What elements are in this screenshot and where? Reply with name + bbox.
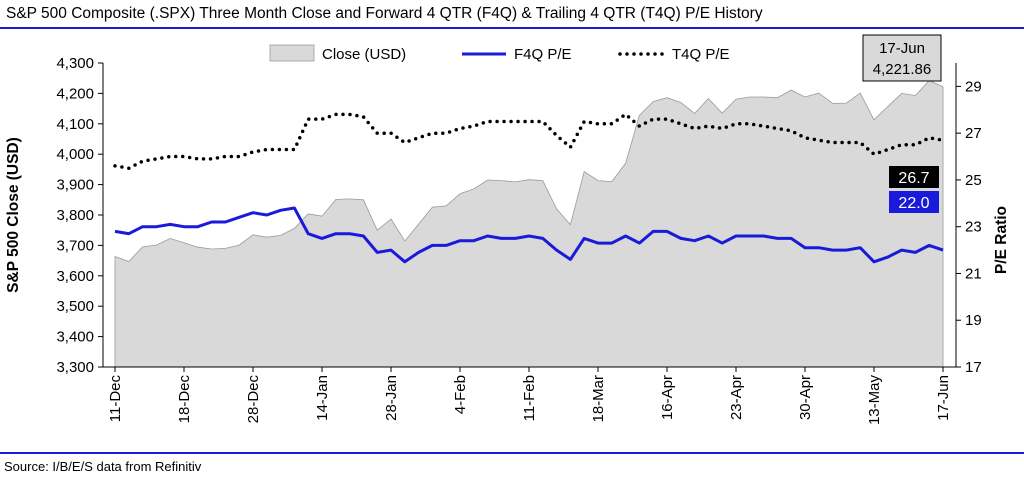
legend-close-swatch [269, 44, 315, 62]
y2-axis-title: P/E Ratio [993, 206, 1010, 274]
x-tick-label: 11-Feb [521, 375, 538, 421]
t4q-line [113, 112, 945, 170]
x-tick-label: 28-Dec [245, 375, 262, 424]
last-close-callout-value: 4,221.86 [873, 61, 931, 78]
x-tick-label: 28-Jan [383, 375, 400, 421]
chart-legend: Close (USD) F4Q P/E T4Q P/E [269, 44, 730, 63]
last-close-callout-box [862, 34, 942, 82]
close-area-layer [114, 80, 944, 368]
y2-tick-label: 21 [965, 265, 982, 282]
legend-f4q-label: F4Q P/E [514, 46, 572, 63]
y2-tick-label: 23 [965, 219, 982, 236]
y-tick-label: 3,400 [56, 329, 94, 346]
y-tick-label: 4,000 [56, 146, 94, 163]
y-tick-label: 3,600 [56, 268, 94, 285]
y2-tick-label: 17 [965, 359, 982, 376]
chart: 3,300 3,400 3,500 3,600 3,700 3,800 3,900 4,000… [5, 34, 1010, 425]
source-divider [0, 452, 1024, 454]
y-axis-title: S&P 500 Close (USD) [5, 137, 22, 293]
axes-layer: 3,300 3,400 3,500 3,600 3,700 3,800 3,900 4,000… [5, 55, 1010, 425]
y-tick-label: 3,700 [56, 237, 94, 254]
x-tick-label: 23-Apr [728, 375, 745, 420]
source-note: Source: I/B/E/S data from Refinitiv [4, 459, 202, 474]
x-tick-label: 11-Dec [107, 375, 124, 423]
y2-tick-label: 27 [965, 125, 982, 142]
y2-tick-label: 19 [965, 312, 982, 329]
x-tick-label: 4-Feb [452, 375, 469, 414]
annotations-layer: 17-Jun 4,221.86 26.7 22.0 [862, 34, 942, 213]
y-tick-label: 3,300 [56, 359, 94, 376]
legend-t4q-label: T4Q P/E [672, 46, 730, 63]
x-tick-label: 18-Dec [176, 375, 193, 424]
y-tick-label: 3,500 [56, 298, 94, 315]
x-tick-label: 17-Jun [935, 375, 952, 421]
x-tick-label: 18-Mar [590, 375, 607, 423]
last-close-callout-date: 17-Jun [879, 40, 925, 57]
y-tick-label: 4,300 [56, 55, 94, 72]
y2-tick-label: 29 [965, 78, 982, 95]
y-tick-label: 3,800 [56, 207, 94, 224]
x-tick-label: 13-May [866, 375, 883, 426]
x-tick-label: 14-Jan [314, 375, 331, 421]
f4q-value-badge [889, 191, 939, 213]
x-tick-label: 16-Apr [659, 375, 676, 420]
f4q-value-badge-label: 22.0 [898, 195, 929, 212]
title-divider [0, 27, 1024, 29]
f4q-line [114, 206, 944, 264]
t4q-value-badge-label: 26.7 [898, 170, 929, 187]
legend-close-label: Close (USD) [322, 46, 406, 63]
y-tick-label: 4,200 [56, 85, 94, 102]
y-tick-label: 4,100 [56, 116, 94, 133]
y-tick-label: 3,900 [56, 177, 94, 194]
series-lines-layer [113, 112, 945, 264]
y2-tick-label: 25 [965, 172, 982, 189]
t4q-value-badge [889, 166, 939, 188]
x-tick-label: 30-Apr [797, 375, 814, 420]
close-area [114, 80, 944, 368]
chart-title: S&P 500 Composite (.SPX) Three Month Clo… [6, 5, 763, 22]
